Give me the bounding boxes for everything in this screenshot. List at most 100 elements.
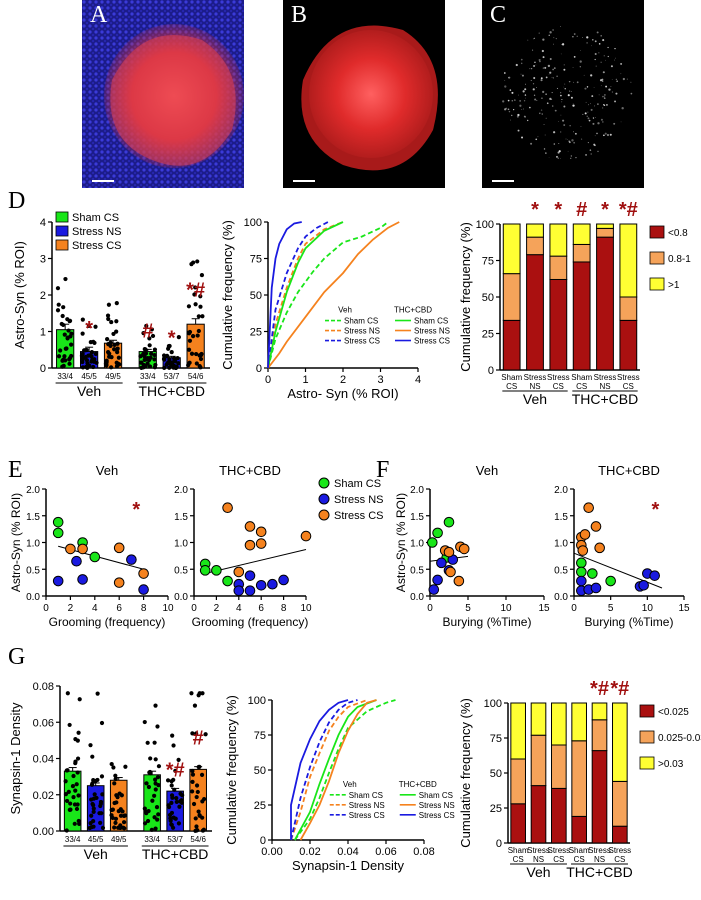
- d-stack-segment: [572, 261, 591, 371]
- f-thc-y-tick-label: 1.0: [554, 539, 568, 550]
- g-bar-data-point: [152, 793, 157, 798]
- e-veh-point-ns: [71, 555, 82, 567]
- speckle: [584, 87, 587, 90]
- g-bar-data-point: [74, 782, 79, 787]
- g-bar-data-point: [115, 795, 120, 800]
- g-bar-data-point: [99, 774, 105, 779]
- speckle: [535, 138, 538, 141]
- f-veh-x-tick-label: 10: [500, 603, 512, 614]
- d-bar-data-point: [173, 359, 178, 364]
- e-thc-point-ns: [255, 580, 267, 591]
- g-stack-category-label: Stress: [547, 846, 570, 855]
- g-bar-group-label-thc: THC+CBD: [142, 846, 209, 862]
- g-cdf-series-line: [290, 699, 349, 840]
- speckle: [596, 132, 598, 135]
- d-bar-data-point: [109, 319, 114, 325]
- d-cdf-legend-head: THC+CBD: [394, 306, 432, 315]
- speckle: [520, 73, 522, 75]
- speckle: [523, 100, 526, 102]
- g-bar-n-label: 49/5: [111, 835, 127, 844]
- e-veh-point-ns: [77, 574, 88, 585]
- speckle: [587, 117, 590, 120]
- speckle: [584, 112, 587, 115]
- e-thc-point-ns: [278, 574, 289, 586]
- e-veh-point-cs: [65, 543, 76, 555]
- d-bar-data-point: [186, 347, 192, 352]
- d-bar-data-point: [61, 363, 66, 368]
- g-bar-data-point: [194, 824, 199, 829]
- g-bar-data-point: [155, 724, 160, 729]
- e-veh-x-tick-label: 0: [43, 603, 49, 614]
- speckle: [536, 87, 537, 89]
- d-bar-data-point: [198, 365, 203, 370]
- scale-bar-b: [293, 180, 315, 182]
- speckle: [585, 101, 587, 103]
- speckle: [538, 32, 540, 34]
- d-bar-data-point: [150, 333, 156, 339]
- f-veh-y-tick-label: 2.0: [410, 485, 424, 496]
- speckle: [549, 71, 552, 74]
- d-bar-data-point: [145, 361, 150, 366]
- d-bar-data-point: [112, 342, 117, 347]
- speckle: [508, 77, 510, 79]
- g-bar-data-point: [98, 803, 103, 809]
- scale-bar-a: [92, 180, 114, 182]
- speckle: [553, 143, 556, 145]
- g-bar-data-point: [173, 768, 178, 773]
- d-bar-data-point: [86, 323, 91, 329]
- speckle: [557, 157, 559, 159]
- d-bar-data-point: [175, 356, 180, 361]
- g-bar-data-point: [192, 703, 198, 708]
- g-bar-data-point: [63, 779, 68, 784]
- speckle: [565, 138, 567, 140]
- g-cdf-legend-label: Stress NS: [419, 801, 455, 810]
- g-stack-legend-label: >0.03: [658, 759, 684, 770]
- g-cdf-x-tick-label: 0.08: [413, 846, 434, 858]
- g-cdf-y-tick-label: 0: [260, 835, 266, 847]
- speckle: [598, 43, 601, 45]
- d-bar-data-point: [152, 357, 157, 362]
- d-bar-data-point: [153, 362, 158, 368]
- g-bar-data-point: [150, 798, 155, 803]
- d-bar-data-point: [186, 304, 192, 309]
- d-bar-data-point: [194, 361, 199, 366]
- g-bar-data-point: [193, 828, 198, 833]
- d-bar-data-point: [114, 301, 119, 306]
- g-stack-segment: [551, 702, 567, 746]
- d-bar-legend-swatch: [55, 225, 69, 237]
- speckle: [545, 93, 547, 95]
- speckle: [517, 129, 520, 132]
- speckle: [604, 96, 606, 98]
- speckle: [600, 35, 602, 37]
- d-bar-data-point: [189, 262, 194, 267]
- speckle: [555, 38, 557, 40]
- f-thc-x-tick-label: 5: [608, 603, 614, 614]
- g-bar-y-tick-label: 0.02: [33, 790, 54, 802]
- speckle: [520, 58, 523, 61]
- speckle: [594, 52, 597, 55]
- g-bar-data-point: [154, 805, 160, 810]
- g-stack-category-label: Stress: [527, 846, 550, 855]
- d-bar-data-point: [176, 361, 181, 366]
- g-bar-data-point: [144, 781, 149, 786]
- d-bar-data-point: [58, 348, 63, 353]
- d-bar-legend-label: Stress CS: [72, 240, 122, 252]
- g-stack-category-label: CS: [574, 855, 585, 864]
- d-stack-significance-mark: *: [554, 199, 562, 221]
- g-bar-data-point: [73, 788, 78, 793]
- speckle: [600, 61, 602, 63]
- g-bar-n-label: 45/5: [88, 835, 104, 844]
- d-bar-data-point: [105, 337, 110, 342]
- panel-label-a: A: [90, 2, 108, 28]
- d-stack-legend-label: <0.8: [668, 228, 688, 239]
- d-bar-significance-mark: #: [142, 320, 153, 342]
- d-stack-segment: [526, 254, 544, 371]
- g-bar-data-point: [169, 779, 174, 784]
- speckle: [556, 75, 558, 77]
- d-bar-data-point: [198, 356, 204, 362]
- f-veh-x-tick-label: 5: [465, 603, 471, 614]
- g-stack-category-label: CS: [513, 855, 524, 864]
- f-thc-point-cs: [594, 542, 605, 554]
- g-bar-data-point: [68, 801, 73, 806]
- speckle: [582, 37, 583, 38]
